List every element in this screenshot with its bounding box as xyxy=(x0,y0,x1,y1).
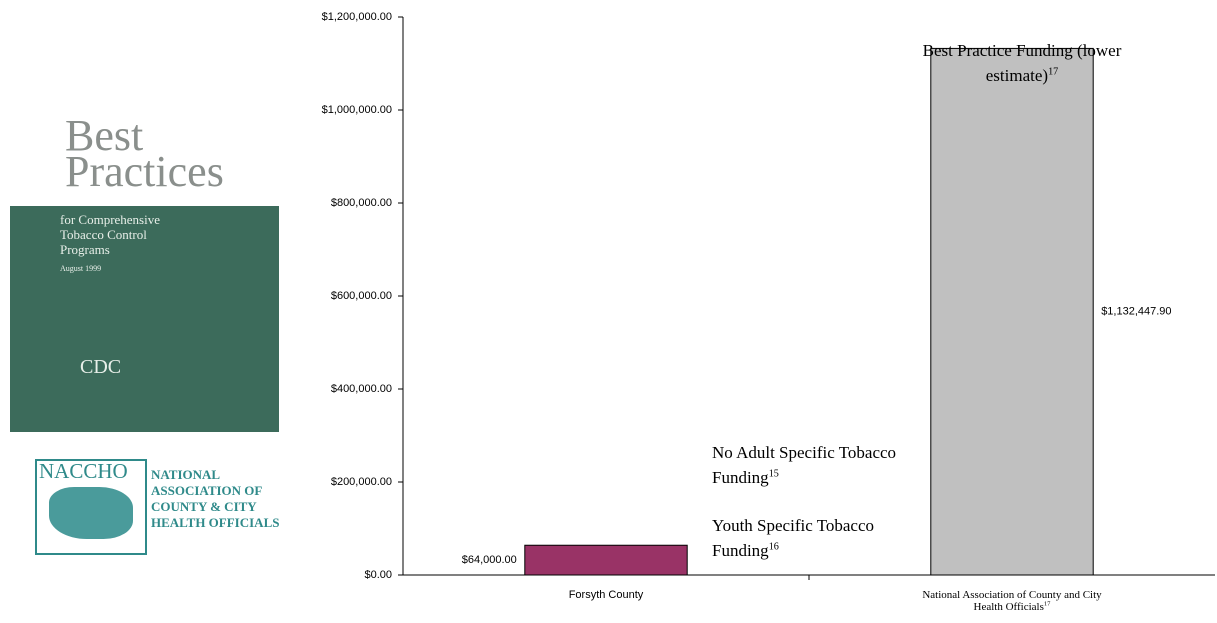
annotation: Best Practice Funding (lower estimate)17 xyxy=(902,38,1142,88)
annotation: Youth Specific Tobacco Funding16 xyxy=(712,513,912,563)
y-tick-label: $1,200,000.00 xyxy=(322,11,392,23)
label-text: Youth Specific Tobacco Funding xyxy=(712,516,875,560)
cover-title-line: Practices xyxy=(65,147,224,196)
report-cover: Best Practices for Comprehensive Tobacco… xyxy=(10,111,279,432)
y-tick-label: $1,000,000.00 xyxy=(322,104,392,116)
y-tick-label: $400,000.00 xyxy=(331,383,392,395)
superscript: 17 xyxy=(1048,66,1059,78)
bar xyxy=(524,544,688,576)
value-label: $1,132,447.90 xyxy=(1101,306,1171,318)
label-text: No Adult Specific Tobacco Funding xyxy=(712,443,897,487)
logo-map xyxy=(49,487,133,539)
cover-title: Best Practices xyxy=(10,111,279,206)
logo-name: NATIONAL ASSOCIATION OF COUNTY & CITY HE… xyxy=(151,467,311,531)
bar xyxy=(930,47,1094,576)
y-tick-label: $600,000.00 xyxy=(331,290,392,302)
superscript: 17 xyxy=(1043,600,1051,608)
label-text: National Association of County and City … xyxy=(922,589,1102,613)
logo-name-line: ASSOCIATION OF xyxy=(151,483,263,498)
cover-subtitle: Tobacco Control xyxy=(60,227,147,242)
logo-name-line: NATIONAL xyxy=(151,467,221,482)
label-text: Best Practice Funding (lower estimate) xyxy=(922,41,1122,85)
y-tick-label: $0.00 xyxy=(364,569,392,581)
superscript: 16 xyxy=(768,541,779,553)
logo-name-line: HEALTH OFFICIALS xyxy=(151,515,280,530)
cover-panel: for Comprehensive Tobacco Control Progra… xyxy=(10,206,279,432)
label-text: Forsyth County xyxy=(568,589,644,601)
y-tick-label: $800,000.00 xyxy=(331,197,392,209)
cover-subtitle: for Comprehensive xyxy=(60,212,161,227)
value-label: $64,000.00 xyxy=(462,554,517,566)
x-tick-label: Forsyth County xyxy=(506,589,706,601)
annotation: No Adult Specific Tobacco Funding15 xyxy=(712,440,912,490)
cover-agency: CDC xyxy=(80,356,122,378)
logo-box xyxy=(35,459,147,555)
cover-title-line: Best xyxy=(65,111,144,160)
logo-acronym: NACCHO xyxy=(39,459,128,483)
y-tick-label: $200,000.00 xyxy=(331,476,392,488)
cover-date: August 1999 xyxy=(60,264,102,273)
cover-subtitle: Programs xyxy=(60,242,110,257)
x-tick-label: National Association of County and City … xyxy=(912,589,1112,613)
superscript: 15 xyxy=(768,468,779,480)
logo-name-line: COUNTY & CITY xyxy=(151,499,257,514)
